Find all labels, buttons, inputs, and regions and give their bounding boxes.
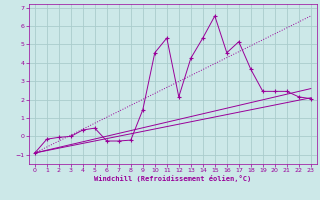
X-axis label: Windchill (Refroidissement éolien,°C): Windchill (Refroidissement éolien,°C) [94, 175, 252, 182]
